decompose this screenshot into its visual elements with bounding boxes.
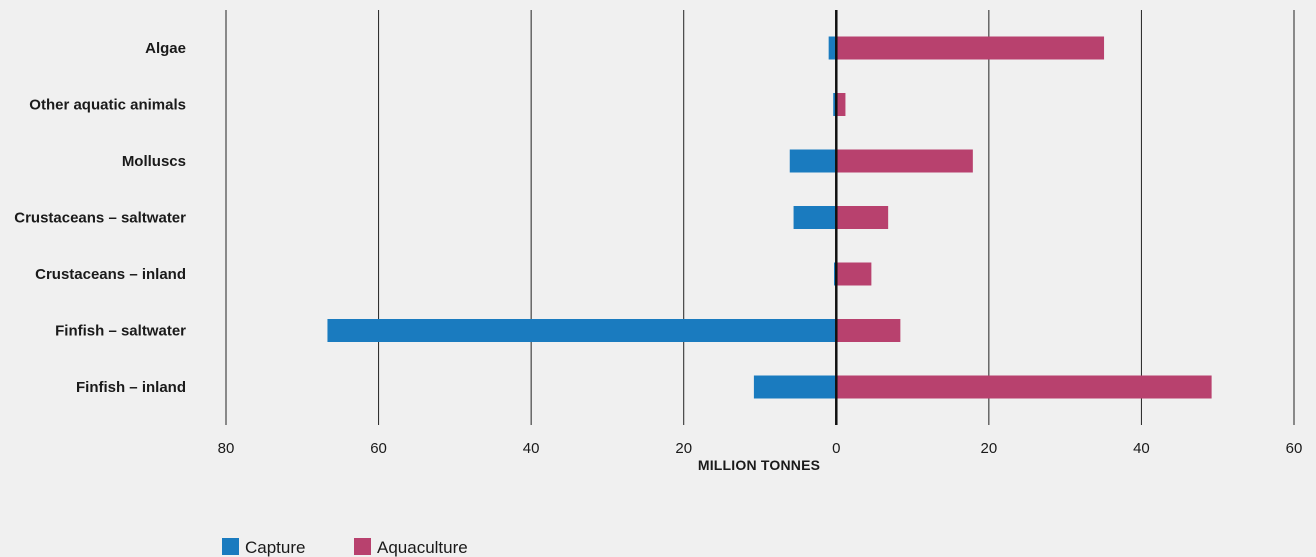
legend-label: Aquaculture bbox=[377, 538, 468, 557]
x-tick-label: 40 bbox=[523, 440, 540, 457]
x-tick-label: 60 bbox=[370, 440, 387, 457]
category-label: Other aquatic animals bbox=[29, 97, 186, 114]
bars bbox=[327, 36, 1212, 399]
aquaculture-bar bbox=[836, 206, 889, 229]
category-label: Finfish – saltwater bbox=[55, 323, 186, 340]
category-labels: Algae Other aquatic animals Molluscs Crusta… bbox=[14, 40, 186, 396]
x-tick-label: 60 bbox=[1286, 440, 1303, 457]
gridlines bbox=[225, 10, 1295, 425]
category-label: Finfish – inland bbox=[76, 379, 186, 396]
aquaculture-bar bbox=[836, 262, 872, 286]
x-tick-label: 80 bbox=[218, 440, 235, 457]
legend-swatch bbox=[222, 538, 239, 555]
capture-bar bbox=[327, 319, 837, 342]
legend-label: Capture bbox=[245, 538, 305, 557]
x-tick-label: 40 bbox=[1133, 440, 1150, 457]
capture-bar bbox=[753, 375, 837, 399]
x-axis-title: MILLION TONNES bbox=[698, 457, 820, 473]
aquaculture-bar bbox=[836, 375, 1212, 399]
category-label: Algae bbox=[145, 40, 186, 57]
aquaculture-bar bbox=[836, 93, 846, 116]
capture-bar bbox=[793, 206, 837, 229]
category-label: Molluscs bbox=[122, 153, 186, 170]
capture-bar bbox=[789, 149, 837, 173]
x-tick-label: 0 bbox=[832, 440, 840, 457]
capture-bar bbox=[833, 93, 837, 116]
x-tick-label: 20 bbox=[675, 440, 692, 457]
aquaculture-bar bbox=[836, 149, 973, 173]
capture-bar bbox=[828, 36, 837, 60]
category-label: Crustaceans – saltwater bbox=[14, 210, 186, 227]
aquaculture-bar bbox=[836, 36, 1105, 60]
legend: Capture Aquaculture bbox=[222, 538, 468, 557]
x-tick-label: 20 bbox=[981, 440, 998, 457]
aquaculture-bar bbox=[836, 319, 901, 342]
legend-swatch bbox=[354, 538, 371, 555]
category-label: Crustaceans – inland bbox=[35, 266, 186, 283]
x-tick-labels: 80 60 40 20 0 20 40 60 bbox=[218, 440, 1303, 457]
